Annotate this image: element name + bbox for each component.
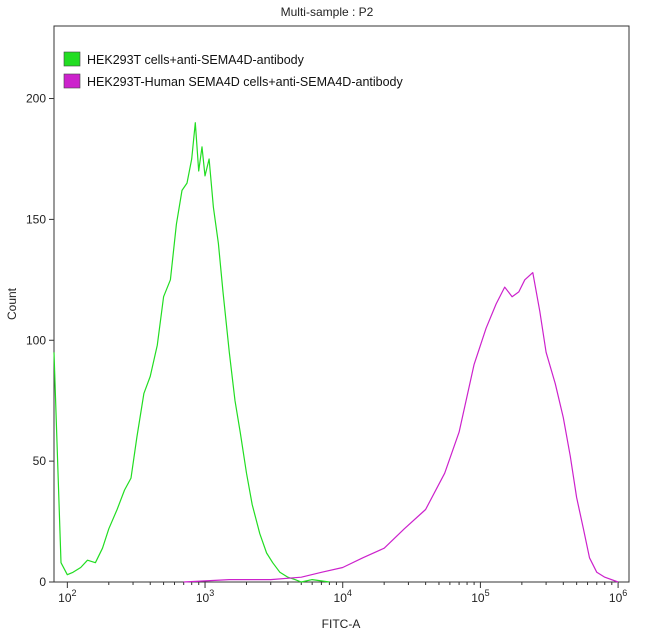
x-tick-label: 106 (609, 588, 627, 605)
x-tick-exponent: 5 (485, 588, 490, 598)
legend-label: HEK293T cells+anti-SEMA4D-antibody (87, 53, 305, 67)
plot-frame (53, 25, 630, 583)
x-tick-exponent: 3 (209, 588, 214, 598)
y-tick-label: 50 (33, 454, 47, 468)
x-tick-base: 10 (471, 591, 485, 605)
x-tick-label: 102 (58, 588, 76, 605)
y-tick-label: 0 (39, 575, 46, 589)
y-tick-label: 200 (26, 92, 46, 106)
x-tick-exponent: 2 (72, 588, 77, 598)
x-tick-label: 105 (471, 588, 489, 605)
y-tick-label: 150 (26, 212, 46, 226)
x-axis-title: FITC-A (322, 617, 361, 631)
x-tick-base: 10 (609, 591, 623, 605)
y-tick-label: 100 (26, 333, 46, 347)
chart-title: Multi-sample : P2 (281, 5, 374, 19)
legend-swatch (63, 51, 81, 67)
series-layer (53, 122, 619, 583)
x-tick-label: 103 (196, 588, 214, 605)
x-tick-base: 10 (334, 591, 348, 605)
x-tick-exponent: 6 (622, 588, 627, 598)
x-tick-exponent: 4 (347, 588, 352, 598)
y-axis-title: Count (5, 287, 19, 320)
y-axis: 0 50 100 150 200 (26, 92, 54, 589)
x-tick-label: 104 (334, 588, 352, 605)
x-axis: 102 103 104 105 106 (58, 582, 627, 605)
legend-swatch (63, 73, 81, 89)
legend-label: HEK293T-Human SEMA4D cells+anti-SEMA4D-a… (87, 75, 404, 89)
series-line-1 (53, 122, 330, 583)
x-tick-base: 10 (58, 591, 72, 605)
legend: HEK293T cells+anti-SEMA4D-antibody HEK293… (63, 51, 404, 89)
series-line-2 (183, 272, 619, 583)
x-tick-base: 10 (196, 591, 210, 605)
